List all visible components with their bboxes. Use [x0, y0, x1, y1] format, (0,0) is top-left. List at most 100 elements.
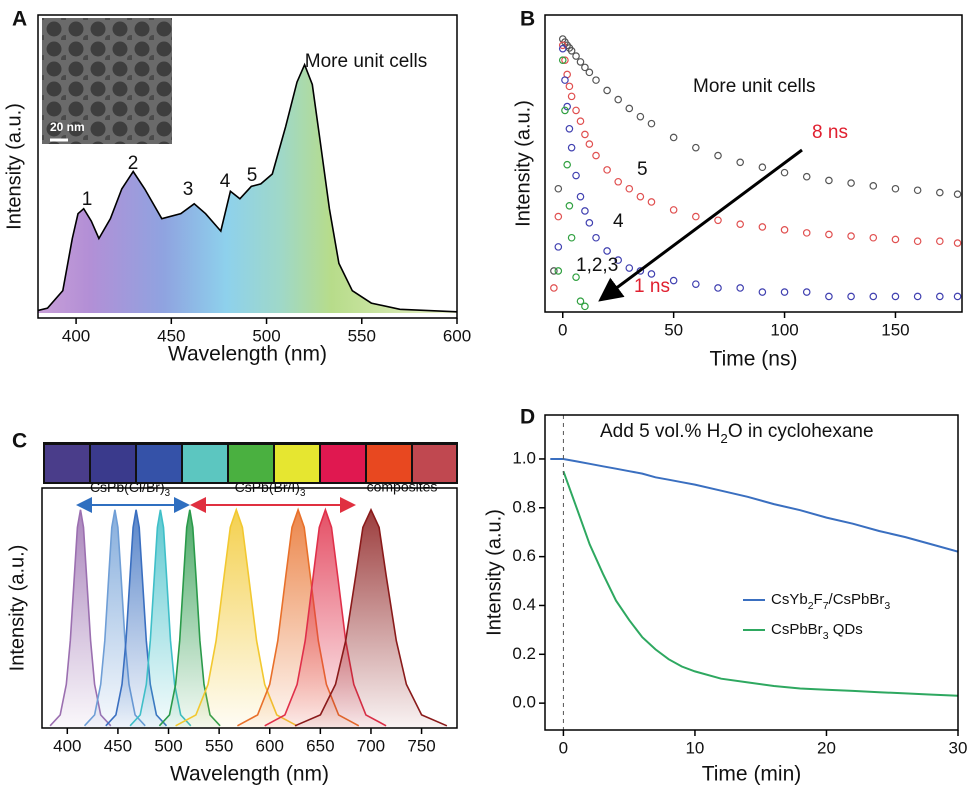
- data-point: [572, 52, 580, 60]
- y-tick-label: 1.0: [512, 448, 536, 467]
- x-tick-label: 600: [443, 326, 471, 345]
- x-tick-label: 0: [558, 320, 567, 339]
- data-point: [736, 158, 744, 167]
- data-point: [780, 226, 789, 234]
- x-tick-label: 30: [949, 738, 968, 757]
- data-point: [581, 302, 589, 311]
- data-point: [780, 168, 789, 177]
- data-point: [936, 237, 944, 246]
- data-point: [567, 46, 576, 55]
- x-tick-label: 750: [407, 736, 435, 755]
- data-point: [565, 201, 574, 210]
- area-fill: [50, 509, 111, 728]
- area-fill: [264, 509, 387, 728]
- data-point: [714, 151, 722, 160]
- annotation: 4: [220, 171, 231, 192]
- data-point: [572, 106, 580, 115]
- area-fill: [38, 64, 457, 314]
- data-point: [576, 192, 585, 201]
- photo: [321, 445, 365, 482]
- data-point: [847, 179, 855, 187]
- data-point: [869, 292, 878, 301]
- data-point: [585, 219, 594, 227]
- data-point: [572, 273, 580, 281]
- x-axis-label: Time (ns): [710, 348, 798, 371]
- data-point: [825, 292, 833, 301]
- legend-label: CsYb2F7/CsPbBr3: [771, 591, 890, 612]
- data-line: [550, 458, 958, 553]
- data-point: [625, 184, 634, 193]
- data-point: [847, 232, 855, 240]
- data-point: [913, 186, 922, 195]
- data-point: [603, 247, 611, 255]
- x-tick-label: 100: [770, 320, 798, 339]
- annotation: 5: [247, 165, 258, 186]
- x-tick-label: 550: [205, 736, 233, 755]
- x-axis-label: Wavelength (nm): [168, 343, 327, 366]
- data-point: [669, 133, 678, 142]
- photo: [275, 445, 319, 482]
- data-point: [891, 184, 900, 193]
- tem-image: [42, 18, 172, 144]
- data-point: [567, 143, 576, 152]
- data-point: [869, 233, 878, 242]
- data-point: [585, 140, 594, 148]
- data-point: [936, 188, 944, 197]
- y-tick-label: 0.2: [512, 644, 536, 663]
- data-point: [647, 119, 656, 128]
- data-point: [692, 280, 700, 288]
- x-axis-label: Time (min): [702, 763, 802, 785]
- data-point: [802, 288, 811, 296]
- data-point: [614, 177, 622, 186]
- x-tick-label: 500: [252, 326, 280, 345]
- data-point: [603, 166, 611, 174]
- data-point: [692, 212, 700, 221]
- data-point: [561, 56, 569, 64]
- data-point: [736, 220, 744, 228]
- annotation: 2: [128, 153, 139, 174]
- annotation: More unit cells: [305, 51, 428, 72]
- data-point: [953, 292, 962, 301]
- data-point: [561, 106, 569, 115]
- data-point: [758, 163, 767, 172]
- data-point: [625, 264, 634, 272]
- data-point: [780, 288, 789, 296]
- x-tick-label: 400: [53, 736, 81, 755]
- data-point: [636, 112, 645, 121]
- tem-inset: 20 nm: [42, 18, 172, 144]
- spectrum-line: [294, 507, 448, 727]
- area-fill: [237, 509, 359, 728]
- series-label: 4: [613, 211, 624, 232]
- legend-label: CsPbBr3 QDs: [771, 621, 863, 642]
- data-point: [572, 171, 580, 180]
- area-fill: [295, 509, 447, 728]
- area-fill: [105, 509, 167, 728]
- data-point: [714, 216, 722, 225]
- data-point: [581, 207, 589, 215]
- x-tick-label: 50: [664, 320, 683, 339]
- axes-frame: [41, 487, 458, 729]
- data-point: [576, 117, 585, 126]
- data-point: [869, 182, 878, 190]
- y-tick-label: 0.6: [512, 546, 536, 565]
- y-axis-label: Intensity (a.u.): [483, 509, 505, 636]
- x-tick-label: 650: [306, 736, 334, 755]
- data-point: [913, 292, 922, 301]
- data-point: [592, 233, 600, 242]
- panel-label: A: [12, 8, 27, 31]
- data-point: [554, 267, 563, 275]
- data-point: [802, 172, 811, 181]
- data-point: [592, 151, 600, 160]
- data-point: [558, 44, 567, 53]
- data-point: [714, 284, 722, 292]
- x-tick-label: 550: [348, 326, 376, 345]
- data-point: [647, 198, 656, 206]
- data-point: [603, 86, 611, 95]
- x-tick-label: 10: [685, 738, 704, 757]
- area-fill: [84, 509, 146, 728]
- y-axis-label: Intensity (a.u.): [6, 545, 28, 672]
- plot-area: [550, 35, 962, 311]
- data-point: [647, 270, 656, 278]
